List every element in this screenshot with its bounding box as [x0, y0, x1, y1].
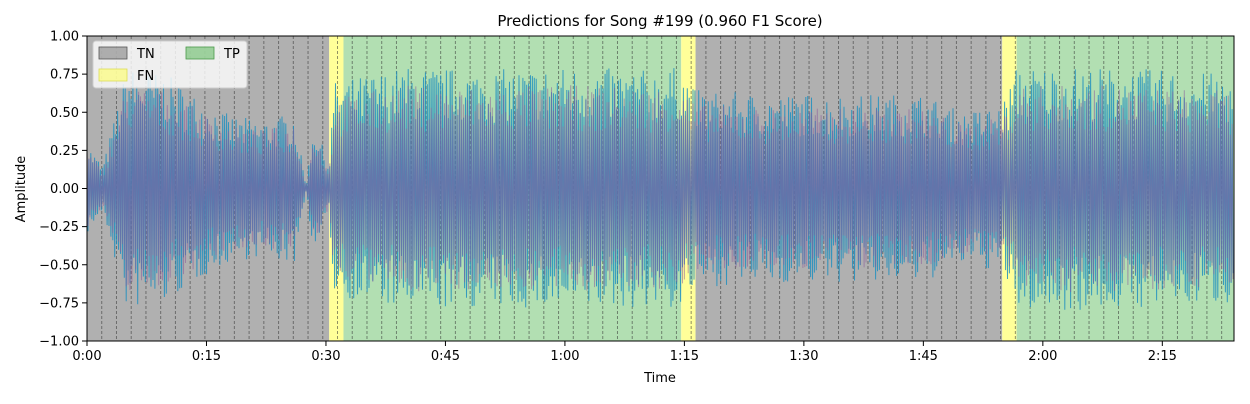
x-tick-label: 2:00 [1028, 349, 1057, 364]
y-tick-label: −1.00 [39, 335, 79, 350]
x-tick-label: 1:30 [789, 349, 818, 364]
x-axis-label: Time [643, 371, 676, 386]
waveform-layer [86, 68, 1234, 310]
y-tick-label: 0.25 [50, 144, 79, 159]
legend-swatch-tp [185, 46, 215, 60]
x-tick-label: 1:45 [909, 349, 938, 364]
x-tick-label: 1:00 [550, 349, 579, 364]
legend-swatch-tn [98, 46, 128, 60]
waveform-overlay-line [86, 85, 1234, 293]
x-tick-label: 1:15 [670, 349, 699, 364]
x-tick-label: 0:00 [72, 349, 101, 364]
y-tick-label: −0.75 [39, 296, 79, 311]
y-tick-label: 0.75 [50, 68, 79, 83]
x-tick-label: 0:30 [311, 349, 340, 364]
y-axis-label: Amplitude [14, 156, 29, 223]
x-tick-label: 2:15 [1148, 349, 1177, 364]
x-tick-label: 0:15 [192, 349, 221, 364]
y-tick-label: −0.25 [39, 220, 79, 235]
chart-title: Predictions for Song #199 (0.960 F1 Scor… [497, 12, 822, 30]
legend-label-tn: TN [136, 47, 155, 62]
legend-label-tp: TP [223, 47, 240, 62]
y-tick-label: 0.50 [50, 106, 79, 121]
y-tick-label: 0.00 [50, 182, 79, 197]
y-axis: 1.00 0.75 0.50 0.25 0.00 −0.25 −0.50 −0.75 −1.00 [39, 30, 87, 350]
x-tick-label: 0:45 [431, 349, 460, 364]
legend-label-fn: FN [137, 69, 154, 84]
y-tick-label: −0.50 [39, 258, 79, 273]
legend-swatch-fn [98, 68, 128, 82]
x-axis: 0:00 0:15 0:30 0:45 1:00 1:15 1:30 1:45 2:00 2:15 [72, 341, 1177, 364]
legend: TN FN TP [92, 40, 248, 89]
y-tick-label: 1.00 [50, 30, 79, 45]
